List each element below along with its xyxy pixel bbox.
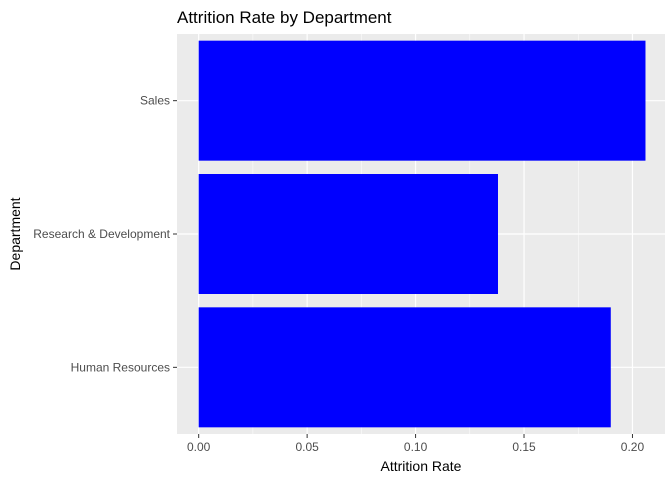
- x-axis: 0.00 0.05 0.10 0.15 0.20: [187, 434, 644, 454]
- y-axis-title: Department: [7, 197, 23, 270]
- y-axis: Human Resources Research & Development Sal…: [33, 94, 177, 374]
- x-tick-label: 0.05: [295, 440, 319, 454]
- x-tick-label: 0.15: [512, 440, 536, 454]
- y-tick-label: Human Resources: [71, 360, 170, 374]
- x-tick-label: 0.00: [187, 440, 211, 454]
- bar: [198, 307, 611, 428]
- y-tick-label: Sales: [140, 94, 170, 108]
- x-tick-label: 0.10: [404, 440, 428, 454]
- y-tick-label: Research & Development: [33, 227, 170, 241]
- x-axis-title: Attrition Rate: [381, 458, 462, 474]
- bar: [198, 40, 646, 161]
- x-tick-label: 0.20: [621, 440, 645, 454]
- bar: [198, 174, 498, 294]
- chart-title: Attrition Rate by Department: [177, 8, 392, 27]
- bars: [198, 40, 646, 428]
